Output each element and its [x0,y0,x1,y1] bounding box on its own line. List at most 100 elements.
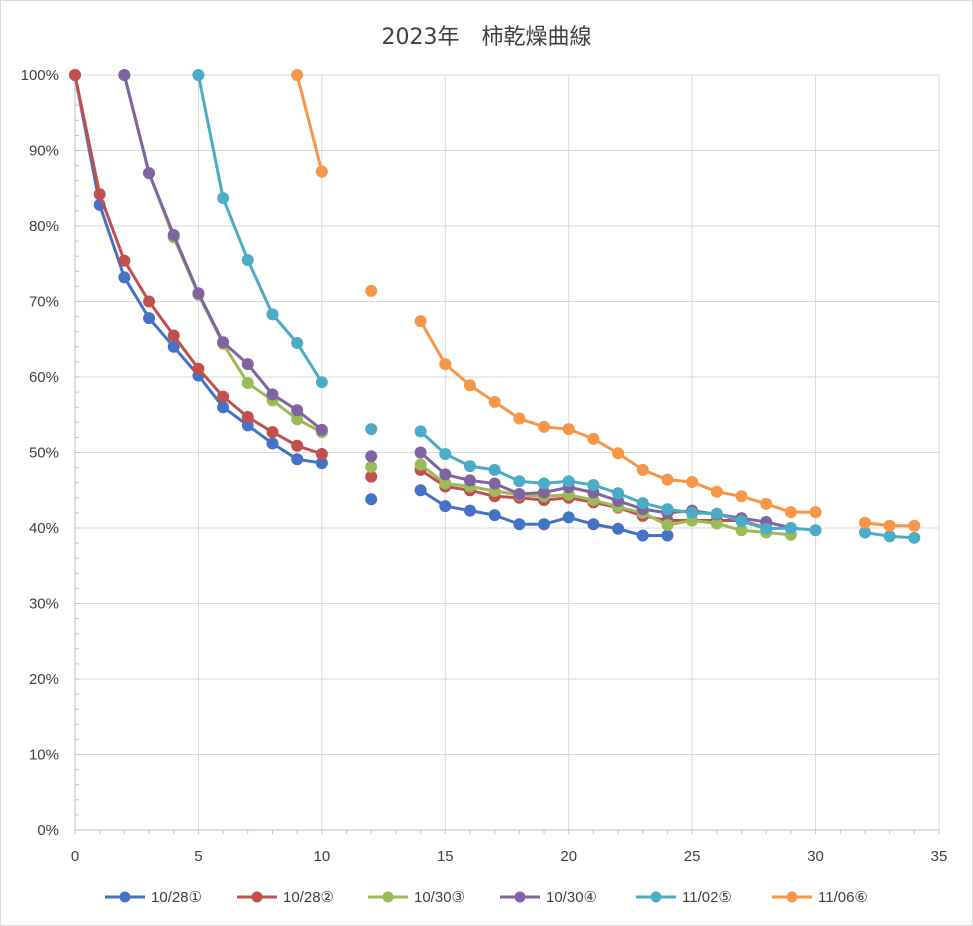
data-point [538,420,551,433]
data-point [710,507,723,520]
data-point [587,478,600,491]
data-point [365,460,378,473]
data-point [241,253,254,266]
legend-label: 10/28② [283,889,334,906]
legend-label: 10/28① [151,889,202,906]
data-point [439,358,452,371]
data-point [858,516,871,529]
data-point [315,423,328,436]
data-point [365,284,378,297]
series-layer [69,69,921,544]
legend-label: 11/02⑤ [682,889,732,906]
data-point [488,477,501,490]
data-point [143,312,156,325]
data-point [636,497,649,510]
legend-item: 10/28② [237,889,334,906]
grid-layer [75,74,940,830]
data-point [217,336,230,349]
data-point [463,474,476,487]
data-point [217,192,230,205]
data-point [315,165,328,178]
data-point [414,458,427,471]
data-point [192,287,205,300]
data-point [192,69,205,81]
data-point [463,460,476,473]
data-point [192,362,205,375]
data-point [587,432,600,445]
data-point [439,468,452,481]
series-line [295,74,324,173]
y-tick-label: 90% [29,143,59,160]
y-tick-label: 0% [37,822,59,839]
data-point [291,337,304,350]
data-point [143,167,156,180]
data-point [365,450,378,463]
data-point [636,463,649,476]
data-point [686,475,699,488]
legend-marker [382,891,394,903]
data-point [809,506,822,519]
data-point [463,379,476,392]
x-tick-label: 0 [71,848,79,865]
data-point [488,395,501,408]
data-point [365,423,378,436]
series-6 [291,69,921,532]
data-point [661,503,674,516]
data-point [266,388,279,401]
y-tick-label: 40% [29,520,59,537]
data-point [784,522,797,534]
data-point [661,529,674,542]
data-point [686,506,699,519]
data-point [266,437,279,450]
legend: 10/28① 10/28② 10/30③ 10/30④ 11/02⑤ 11/06⑥ [105,889,868,906]
data-point [760,497,773,510]
data-point [538,477,551,490]
data-point [439,500,452,513]
data-point [291,439,304,452]
data-point [636,529,649,542]
series-line [419,463,792,537]
x-tick-label: 10 [314,848,331,865]
data-point [513,475,526,488]
series-line [122,74,323,434]
data-point [217,401,230,414]
legend-item: 11/02⑤ [636,889,732,906]
data-point [241,377,254,390]
legend-marker [119,891,131,903]
y-tick-label: 30% [29,596,59,613]
data-point [883,519,896,532]
data-point [908,531,921,544]
data-point [266,426,279,439]
data-point [562,511,575,524]
data-point [291,404,304,417]
data-point [908,519,921,532]
y-tick-label: 50% [29,445,59,462]
chart-title: 2023年 柿乾燥曲線 [381,25,592,50]
legend-label: 11/06⑥ [818,889,868,906]
data-point [488,463,501,476]
data-point [167,329,180,342]
legend-label: 10/30④ [546,889,597,906]
series-5 [192,69,921,544]
data-point [118,271,131,284]
legend-item: 11/06⑥ [772,889,868,906]
legend-marker [514,891,526,903]
data-point [167,229,180,242]
data-point [488,509,501,522]
data-point [612,487,625,500]
x-tick-label: 30 [807,848,824,865]
data-point [735,490,748,503]
axis-layer: 0% 10% 20% 30% 40% 50% 60% 70% 80% 90% 100% 0 5 10 15 2… [21,67,948,865]
data-point [735,515,748,528]
data-point [69,69,81,81]
series-line [419,320,816,514]
data-point [315,448,328,461]
data-point [612,522,625,535]
data-point [414,446,427,459]
data-point [883,530,896,543]
x-tick-label: 20 [560,848,577,865]
data-point [562,423,575,436]
legend-item: 10/30④ [500,889,597,906]
